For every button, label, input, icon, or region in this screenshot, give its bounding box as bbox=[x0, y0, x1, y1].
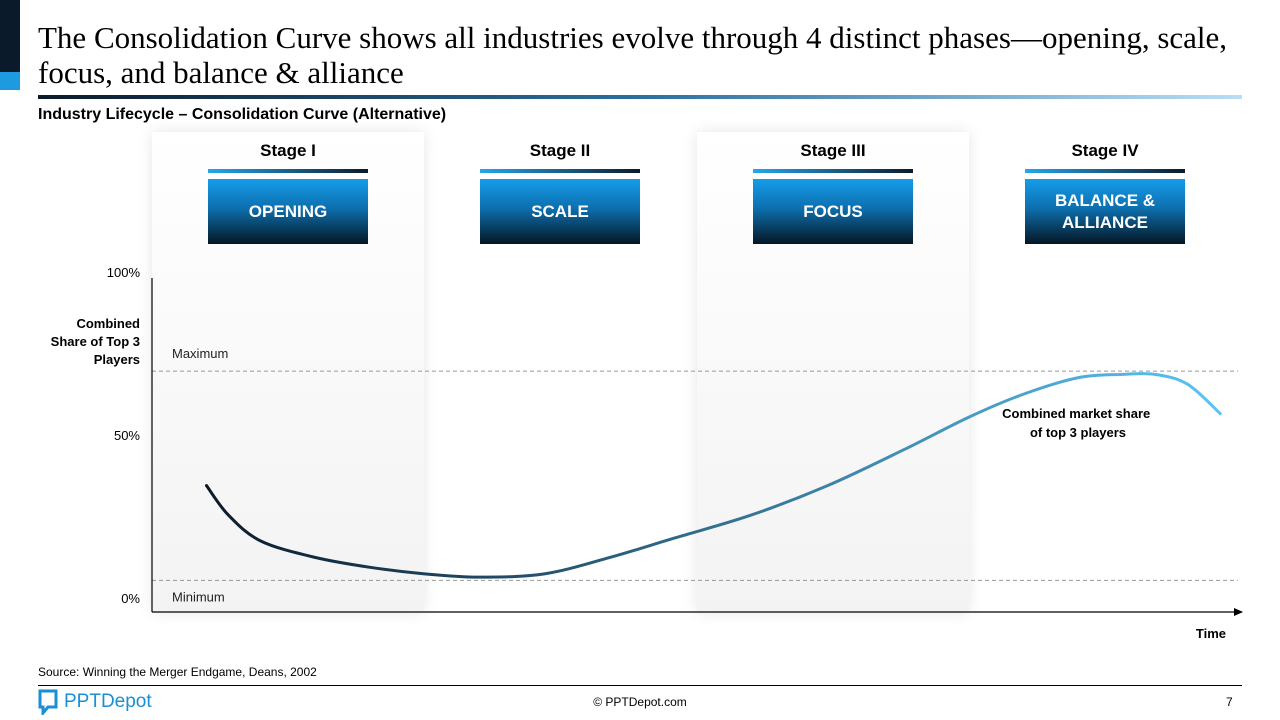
logo-text: PPTDepot bbox=[64, 691, 152, 712]
stage-3-bar bbox=[753, 169, 913, 173]
phase-1-text: OPENING bbox=[248, 201, 328, 221]
accent-bar-dark bbox=[0, 0, 20, 72]
series-line-top3-share bbox=[205, 372, 1222, 579]
logo-icon bbox=[38, 689, 58, 715]
ref-label-maximum: Maximum bbox=[172, 346, 228, 361]
copyright: © PPTDepot.com bbox=[593, 695, 687, 709]
phase-focus-box: FOCUS bbox=[753, 179, 913, 244]
ref-label-minimum: Minimum bbox=[172, 589, 225, 604]
stage-2-label: Stage II bbox=[529, 141, 591, 160]
y-axis-title: Combined Share of Top 3 Players bbox=[50, 316, 140, 367]
series-annotation: Combined market share of top 3 players bbox=[1002, 406, 1154, 440]
stage-4-label: Stage IV bbox=[1071, 141, 1139, 160]
stage-3-label: Stage III bbox=[800, 141, 866, 160]
title-divider bbox=[38, 95, 1242, 99]
footer-divider bbox=[38, 685, 1242, 686]
chart-subtitle: Industry Lifecycle – Consolidation Curve… bbox=[38, 106, 447, 123]
source-note: Source: Winning the Merger Endgame, Dean… bbox=[38, 665, 317, 679]
x-axis-title: Time bbox=[1196, 626, 1226, 641]
phase-4-text: BALANCE & ALLIANCE bbox=[1054, 190, 1156, 232]
y-tick-100: 100% bbox=[107, 265, 141, 280]
ppt-depot-logo: PPTDepot bbox=[38, 689, 152, 715]
phase-2-text: SCALE bbox=[531, 201, 589, 221]
phase-balance-alliance-box: BALANCE & ALLIANCE bbox=[1025, 179, 1185, 244]
stage-1-bar bbox=[208, 169, 368, 173]
page-number: 7 bbox=[1226, 695, 1233, 709]
stage-1-label: Stage I bbox=[260, 141, 316, 160]
y-tick-50: 50% bbox=[114, 428, 140, 443]
y-tick-0: 0% bbox=[121, 591, 140, 606]
page-title: The Consolidation Curve shows all indust… bbox=[38, 20, 1228, 90]
accent-bar-light bbox=[0, 72, 20, 90]
stage-2-bar bbox=[480, 169, 640, 173]
phase-3-text: FOCUS bbox=[803, 201, 863, 221]
phase-opening-box: OPENING bbox=[208, 179, 368, 244]
stage-4-bar bbox=[1025, 169, 1185, 173]
phase-scale-box: SCALE bbox=[480, 179, 640, 244]
